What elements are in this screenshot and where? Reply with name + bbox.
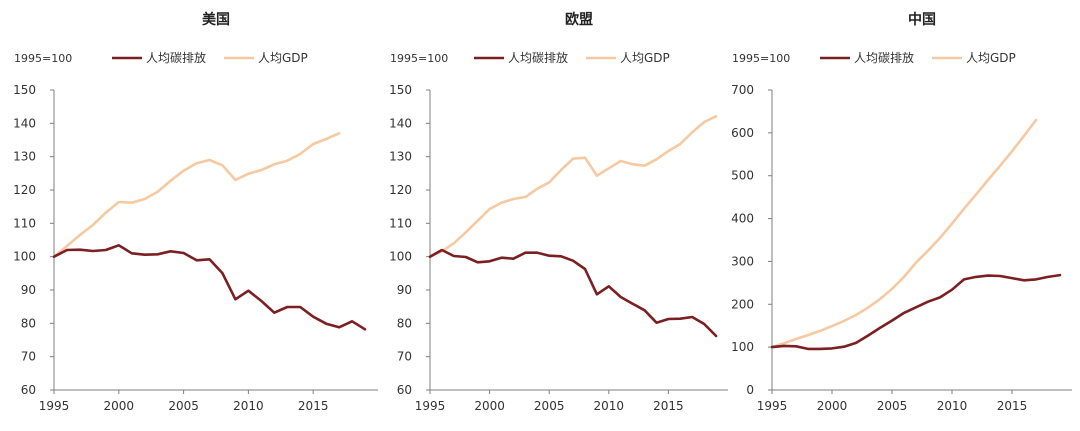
chart-title: 美国 [202,11,230,28]
y-tick-label: 150 [13,83,36,97]
y-tick-label: 500 [731,169,754,183]
x-tick-label: 1995 [415,399,446,413]
chart-panel-3: 中国 1995=100 人均碳排放 人均GDP 0 100 200 300 400 500 600 7… [731,11,1072,413]
x-tick-label: 1995 [39,399,70,413]
y-tick-label: 300 [731,254,754,268]
y-tick-label: 100 [13,250,36,264]
y-tick-label: 80 [21,316,36,330]
y-tick-label: 140 [13,116,36,130]
chart-panel-1: 美国 1995=100 人均碳排放 人均GDP 60 70 80 90 100 110 120 130… [13,11,378,413]
base-year-note: 1995=100 [390,52,448,65]
y-tick-label: 130 [13,150,36,164]
y-tick-label: 150 [389,83,412,97]
chart-panel-2: 欧盟 1995=100 人均碳排放 人均GDP 60 70 80 90 100 110 120 130… [389,11,728,413]
x-tick-label: 2015 [298,399,329,413]
series-line-gdp [52,132,341,259]
x-tick-label: 2005 [877,399,908,413]
y-tick-label: 140 [389,116,412,130]
x-tick-label: 2015 [997,399,1028,413]
y-tick-label: 110 [389,216,412,230]
y-tick-label: 100 [731,340,754,354]
y-tick-label: 0 [746,383,754,397]
base-year-note: 1995=100 [14,52,72,65]
x-tick-label: 2010 [937,399,968,413]
y-tick-label: 70 [397,350,412,364]
legend-label-1: 人均碳排放 [146,50,206,65]
series-line-gdp [770,118,1038,349]
series-line-gdp [428,115,718,259]
y-tick-label: 60 [21,383,36,397]
y-tick-label: 100 [389,250,412,264]
y-tick-label: 120 [13,183,36,197]
legend: 人均碳排放 人均GDP [112,50,308,65]
y-tick-label: 700 [731,83,754,97]
x-tick-label: 1995 [757,399,788,413]
y-tick-label: 130 [389,150,412,164]
base-year-note: 1995=100 [732,52,790,65]
x-tick-label: 2010 [594,399,625,413]
y-tick-label: 400 [731,212,754,226]
chart-title: 欧盟 [565,11,593,28]
x-tick-label: 2000 [104,399,135,413]
legend-label-2: 人均GDP [620,51,670,65]
y-tick-label: 70 [21,350,36,364]
x-tick-label: 2005 [168,399,199,413]
legend-label-1: 人均碳排放 [508,50,568,65]
x-tick-label: 2005 [534,399,565,413]
x-tick-label: 2000 [474,399,505,413]
y-tick-label: 200 [731,297,754,311]
y-tick-label: 80 [397,316,412,330]
series-line-emissions [770,273,1062,351]
legend: 人均碳排放 人均GDP [820,50,1016,65]
chart-title: 中国 [908,11,936,28]
y-tick-label: 90 [397,283,412,297]
series-line-emissions [428,248,718,338]
y-tick-label: 90 [21,283,36,297]
y-tick-label: 120 [389,183,412,197]
x-tick-label: 2015 [653,399,684,413]
y-tick-label: 60 [397,383,412,397]
y-tick-label: 600 [731,126,754,140]
legend-label-2: 人均GDP [258,51,308,65]
legend: 人均碳排放 人均GDP [474,50,670,65]
legend-label-1: 人均碳排放 [854,50,914,65]
x-tick-label: 2000 [817,399,848,413]
x-tick-label: 2010 [233,399,264,413]
y-tick-label: 110 [13,216,36,230]
legend-label-2: 人均GDP [966,51,1016,65]
series-line-emissions [52,244,367,331]
